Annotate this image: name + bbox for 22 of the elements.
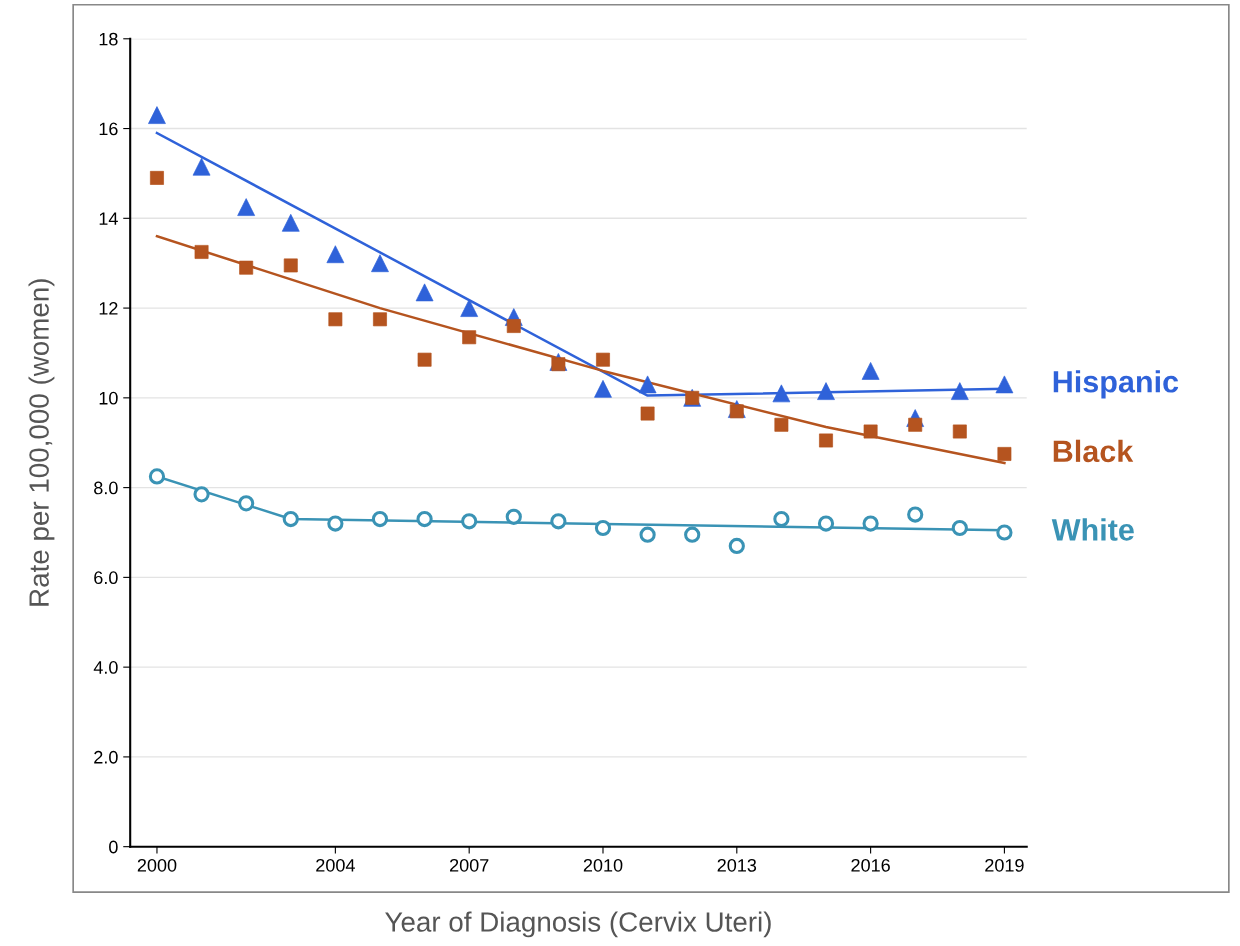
x-tick-label: 2007 [450, 858, 489, 872]
x-tick-label: 2013 [717, 858, 757, 872]
y-tick-label: 6.0 [94, 571, 118, 585]
y-tick-label: 14 [99, 212, 118, 225]
series-label: White [1051, 518, 1134, 541]
y-tick-label: 8.0 [94, 481, 118, 495]
x-tick-label: 2004 [316, 858, 355, 872]
y-tick-label: 18 [99, 32, 118, 46]
y-tick-label: 10 [99, 391, 118, 405]
series-label: Black [1053, 439, 1134, 463]
y-tick-label: 2.0 [94, 750, 118, 764]
y-axis-title: Rate per 100,000 (women) [28, 279, 55, 606]
series-label: Hispanic [1053, 370, 1179, 399]
x-axis-title: Year of Diagnosis (Cervix Uteri) [385, 911, 771, 938]
x-tick-label: 2016 [851, 858, 890, 872]
y-tick-label: 12 [99, 302, 118, 315]
x-tick-label: 2000 [137, 858, 177, 872]
x-tick-label: 2010 [583, 858, 623, 872]
x-tick-label: 2019 [985, 858, 1024, 872]
y-tick-label: 0 [109, 840, 118, 854]
y-tick-label: 4.0 [93, 661, 118, 674]
y-tick-label: 16 [99, 122, 118, 136]
